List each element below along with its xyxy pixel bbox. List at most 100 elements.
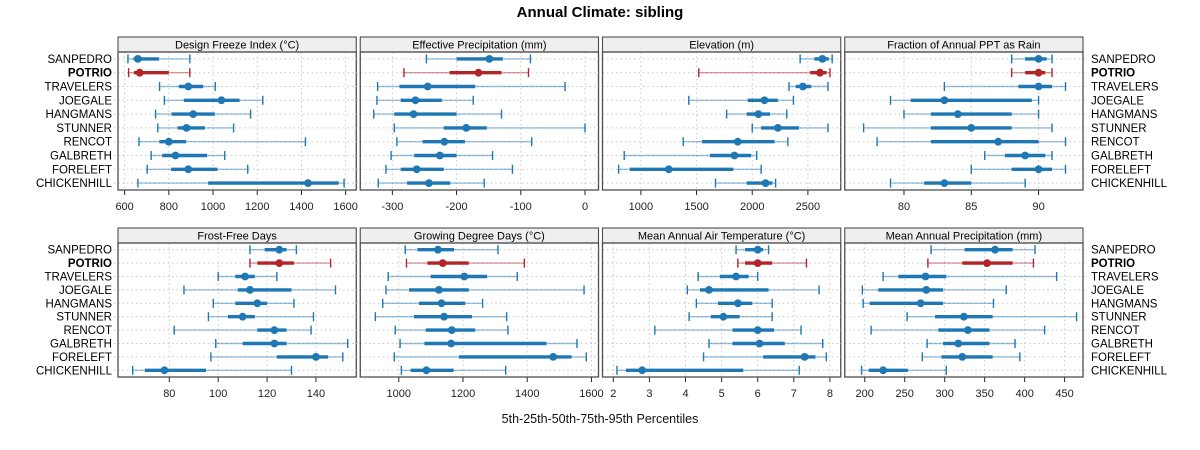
site-label-left-potrio: POTRIO: [68, 258, 112, 270]
panel-title: Frost-Free Days: [197, 231, 277, 243]
site-label-left-travelers: TRAVELERS: [44, 272, 112, 284]
series-sanpedro: [127, 54, 191, 64]
series-hangmans: [373, 109, 503, 119]
x-axis-tick-label: 140: [307, 388, 325, 400]
median-dot: [270, 326, 279, 334]
panel-border: [844, 242, 1084, 378]
x-axis-tick-label: 90: [1032, 201, 1044, 213]
panel-border: [359, 242, 600, 378]
series-sanpedro: [930, 245, 1036, 255]
x-axis-tick-label: 600: [115, 201, 133, 213]
median-dot: [664, 165, 673, 174]
median-dot: [160, 366, 169, 375]
panel-title: Mean Annual Air Temperature (°C): [638, 231, 805, 243]
series-foreleft: [393, 352, 587, 362]
x-axis-tick-label: 1000: [201, 201, 225, 213]
series-galbreth: [708, 339, 824, 348]
panel-title: Design Freeze Index (°C): [175, 40, 299, 52]
median-dot: [958, 353, 967, 361]
median-dot: [922, 286, 931, 294]
panel-border: [359, 51, 600, 191]
median-dot: [184, 165, 193, 174]
median-dot: [753, 245, 762, 254]
site-label-right-foreleft: FORELEFT: [1091, 352, 1151, 364]
site-label-right-sanpedro: SANPEDRO: [1091, 245, 1156, 257]
series-hangmans: [382, 298, 484, 308]
x-axis-tick-label: -300: [381, 201, 403, 213]
site-labels-row-1: SANPEDRO SANPEDRO POTRIO POTRIO TRAVELERS TRA…: [36, 54, 1168, 190]
median-dot: [719, 312, 728, 321]
series-rencot: [870, 325, 1046, 335]
site-label-left-joegale: JOEGALE: [59, 95, 112, 107]
series-joegale: [183, 285, 337, 295]
panel-mean-annual-air-temperature-c: 2 3 4 5 6 7 8 Mean Annual Air Temperature (°C): [598, 227, 845, 400]
median-dot: [1034, 55, 1043, 63]
median-dot: [959, 312, 968, 321]
site-label-right-joegale: JOEGALE: [1091, 285, 1144, 297]
panel-border: [117, 51, 357, 191]
median-dot: [773, 124, 782, 132]
x-axis-tick-label: 200: [856, 388, 874, 400]
x-axis-tick-label: 1400: [515, 388, 539, 400]
x-axis-tick-label: 1200: [245, 201, 269, 213]
median-dot: [1034, 82, 1043, 91]
series-sanpedro: [799, 54, 833, 64]
median-dot: [474, 68, 483, 77]
median-dot: [164, 137, 173, 146]
median-dot: [818, 55, 827, 63]
site-label-right-joegale: JOEGALE: [1091, 95, 1144, 107]
x-axis-label: 5th-25th-50th-75th-95th Percentiles: [501, 412, 699, 426]
series-travelers: [376, 82, 566, 91]
series-joegale: [385, 285, 585, 295]
median-dot: [440, 312, 448, 321]
median-dot: [963, 326, 972, 334]
series-galbreth: [926, 339, 1016, 348]
x-axis-tick-label: 120: [258, 388, 276, 400]
series-chickenhill: [400, 365, 507, 375]
site-label-left-galbreth: GALBRETH: [50, 339, 112, 351]
site-label-right-sanpedro: SANPEDRO: [1091, 54, 1156, 66]
median-dot: [425, 179, 433, 188]
median-dot: [189, 110, 198, 118]
median-dot: [940, 96, 949, 105]
panel-title: Mean Annual Precipitation (mm): [886, 231, 1043, 243]
median-dot: [916, 299, 925, 308]
series-stunner: [157, 123, 235, 133]
median-dot: [1021, 151, 1030, 160]
series-rencot: [138, 137, 307, 147]
x-axis-tick-label: 80: [898, 201, 910, 213]
x-axis-tick-label: 800: [160, 201, 178, 213]
series-travelers: [882, 272, 1058, 281]
median-dot: [217, 96, 226, 105]
median-dot: [994, 137, 1003, 146]
panel-border: [601, 242, 842, 378]
site-label-left-foreleft: FORELEFT: [52, 164, 112, 176]
median-dot: [171, 151, 180, 160]
median-dot: [921, 272, 930, 281]
panel-fraction-of-annual-ppt-as-rain: 80 85 90 Fraction of Annual PPT as Rain: [840, 36, 1087, 213]
median-dot: [954, 339, 963, 348]
site-label-right-travelers: TRAVELERS: [1091, 272, 1159, 284]
site-label-right-hangmans: HANGMANS: [1091, 298, 1158, 310]
series-chickenhill: [889, 178, 1026, 188]
site-label-right-potrio: POTRIO: [1091, 68, 1135, 80]
median-dot: [312, 353, 320, 361]
series-foreleft: [146, 164, 249, 174]
panel-border: [601, 51, 842, 191]
x-axis-tick-label: 2500: [796, 201, 820, 213]
series-chickenhill: [616, 365, 800, 375]
x-axis-tick-label: 85: [965, 201, 977, 213]
series-galbreth: [390, 151, 494, 160]
site-label-left-stunner: STUNNER: [56, 123, 112, 135]
median-dot: [184, 82, 193, 91]
series-joegale: [163, 95, 264, 105]
series-rencot: [682, 137, 789, 147]
site-label-right-travelers: TRAVELERS: [1091, 82, 1159, 94]
series-potrio: [127, 68, 191, 78]
median-dot: [755, 339, 764, 348]
panel-title: Growing Degree Days (°C): [414, 231, 545, 243]
x-axis-tick-label: 8: [827, 388, 833, 400]
series-travelers: [788, 82, 829, 91]
median-dot: [733, 299, 742, 308]
